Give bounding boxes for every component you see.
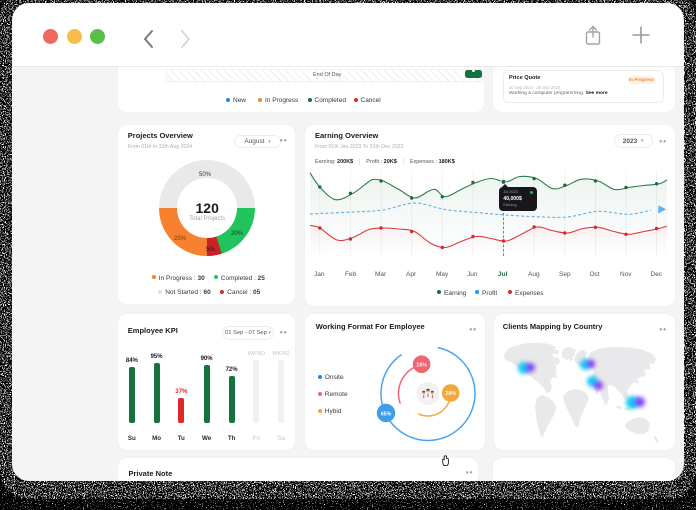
svg-text:20%: 20% [445, 391, 456, 397]
svg-text:65%: 65% [381, 411, 392, 417]
svg-text:15%: 15% [416, 362, 427, 368]
